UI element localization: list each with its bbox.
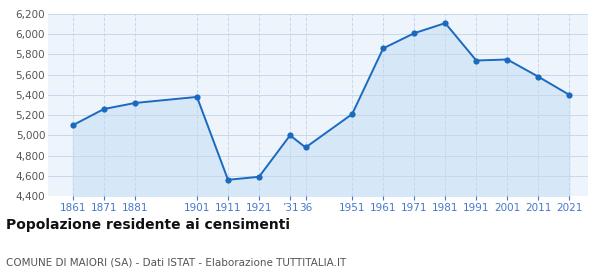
Point [440, 21, 450, 25]
Point [254, 174, 264, 179]
Point [130, 101, 140, 105]
Point [223, 178, 233, 182]
Point [192, 95, 202, 99]
Point [409, 31, 419, 36]
Point [565, 93, 574, 97]
Point [472, 58, 481, 63]
Point [301, 145, 310, 150]
Point [503, 57, 512, 62]
Point [68, 123, 77, 127]
Point [285, 133, 295, 137]
Text: COMUNE DI MAIORI (SA) - Dati ISTAT - Elaborazione TUTTITALIA.IT: COMUNE DI MAIORI (SA) - Dati ISTAT - Ela… [6, 258, 346, 268]
Point [379, 46, 388, 51]
Point [533, 74, 543, 79]
Text: Popolazione residente ai censimenti: Popolazione residente ai censimenti [6, 218, 290, 232]
Point [347, 112, 357, 116]
Point [99, 107, 109, 111]
